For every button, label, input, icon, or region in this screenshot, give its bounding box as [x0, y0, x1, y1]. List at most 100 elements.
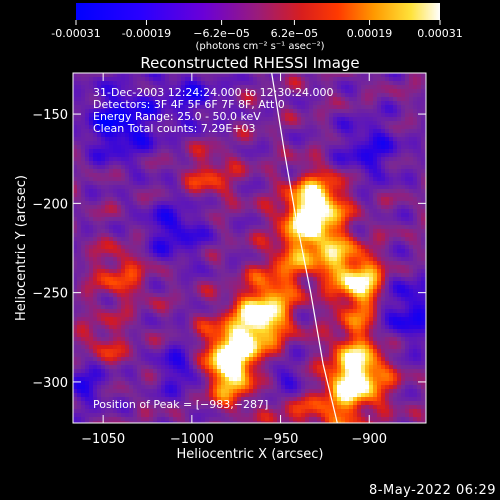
heatmap-cell-2957: [205, 285, 210, 290]
heatmap-cell-4401: [273, 77, 278, 82]
heatmap-cell-4102: [257, 289, 262, 294]
heatmap-cell-3208: [217, 233, 222, 238]
heatmap-cell-94: [77, 97, 82, 102]
heatmap-cell-2134: [169, 161, 174, 166]
heatmap-cell-2815: [197, 421, 202, 423]
heatmap-cell-351: [85, 421, 90, 423]
heatmap-cell-1974: [161, 225, 166, 230]
heatmap-cell-3032: [209, 233, 214, 238]
heatmap-cell-2793: [197, 333, 202, 338]
heatmap-cell-609: [97, 397, 102, 402]
heatmap-cell-2481: [185, 141, 190, 146]
heatmap-cell-2778: [197, 273, 202, 278]
heatmap-cell-611: [97, 405, 102, 410]
heatmap-cell-1929: [157, 397, 162, 402]
heatmap-cell-4567: [277, 389, 282, 394]
heatmap-cell-3892: [249, 153, 254, 158]
heatmap-cell-2644: [193, 89, 198, 94]
heatmap-cell-1632: [145, 265, 150, 270]
heatmap-cell-2215: [173, 133, 178, 138]
heatmap-cell-1023: [117, 293, 122, 298]
heatmap-cell-4578: [281, 81, 286, 86]
heatmap-cell-3696: [241, 73, 246, 78]
heatmap-cell-4714: [285, 273, 290, 278]
heatmap-cell-2550: [185, 417, 190, 422]
heatmap-cell-1525: [141, 189, 146, 194]
heatmap-cell-2518: [185, 289, 190, 294]
heatmap-cell-3162: [213, 401, 218, 406]
heatmap-cell-1432: [137, 169, 142, 174]
heatmap-cell-2729: [197, 77, 202, 82]
heatmap-cell-2916: [205, 121, 210, 126]
heatmap-cell-3564: [233, 249, 238, 254]
heatmap-cell-2799: [197, 357, 202, 362]
heatmap-cell-4315: [269, 85, 274, 90]
heatmap-cell-1895: [157, 261, 162, 266]
heatmap-cell-2383: [181, 101, 186, 106]
heatmap-cell-1362: [133, 241, 138, 246]
heatmap-cell-3272: [221, 137, 226, 142]
heatmap-cell-4356: [269, 249, 274, 254]
heatmap-cell-1239: [129, 101, 134, 106]
heatmap-cell-3981: [253, 157, 258, 162]
heatmap-cell-1973: [161, 221, 166, 226]
heatmap-cell-3740: [241, 249, 246, 254]
heatmap-cell-1754: [149, 401, 154, 406]
heatmap-cell-3173: [217, 93, 222, 98]
heatmap-cell-4839: [289, 421, 294, 423]
heatmap-cell-114: [77, 177, 82, 182]
heatmap-cell-3060: [209, 345, 214, 350]
heatmap-cell-4760: [289, 105, 294, 110]
heatmap-cell-1175: [125, 197, 130, 202]
heatmap-cell-3544: [233, 169, 238, 174]
heatmap-cell-501: [93, 317, 98, 322]
heatmap-cell-4301: [265, 381, 270, 386]
heatmap-cell-1249: [129, 141, 134, 146]
heatmap-cell-4733: [285, 349, 290, 354]
heatmap-cell-263: [81, 421, 86, 423]
heatmap-cell-4922: [293, 401, 298, 406]
heatmap-cell-2470: [185, 97, 190, 102]
heatmap-cell-195: [81, 149, 86, 154]
heatmap-cell-3565: [233, 253, 238, 258]
heatmap-cell-1229: [125, 413, 130, 418]
heatmap-cell-1528: [141, 201, 146, 206]
heatmap-cell-2161: [169, 269, 174, 274]
heatmap-cell-1618: [145, 209, 150, 214]
heatmap-cell-310: [85, 257, 90, 262]
heatmap-cell-3905: [249, 205, 254, 210]
heatmap-cell-4397: [269, 413, 274, 418]
heatmap-cell-3362: [225, 145, 230, 150]
heatmap-cell-1383: [133, 325, 138, 330]
heatmap-cell-568: [97, 233, 102, 238]
heatmap-cell-2685: [193, 253, 198, 258]
heatmap-cell-2504: [185, 233, 190, 238]
heatmap-cell-3002: [209, 113, 214, 118]
heatmap-cell-1370: [133, 273, 138, 278]
heatmap-cell-1867: [157, 149, 162, 154]
heatmap-cell-3603: [233, 405, 238, 410]
heatmap-cell-730: [105, 177, 110, 182]
heatmap-cell-631: [101, 133, 106, 138]
heatmap-cell-2568: [189, 137, 194, 142]
heatmap-cell-2749: [197, 157, 202, 162]
heatmap-cell-2664: [193, 169, 198, 174]
heatmap-cell-589: [97, 317, 102, 322]
heatmap-cell-534: [97, 97, 102, 102]
heatmap-cell-493: [93, 285, 98, 290]
heatmap-cell-853: [109, 317, 114, 322]
heatmap-cell-522: [93, 401, 98, 406]
heatmap-cell-2461: [181, 413, 186, 418]
heatmap-cell-2399: [181, 165, 186, 170]
heatmap-cell-1155: [125, 117, 130, 122]
heatmap-cell-1457: [137, 269, 142, 274]
heatmap-cell-321: [85, 301, 90, 306]
heatmap-cell-601: [97, 365, 102, 370]
heatmap-cell-821: [109, 189, 114, 194]
heatmap-cell-1003: [117, 213, 122, 218]
heatmap-cell-3904: [249, 201, 254, 206]
heatmap-cell-305: [85, 237, 90, 242]
heatmap-cell-3495: [229, 325, 234, 330]
heatmap-cell-3680: [237, 361, 242, 366]
heatmap-cell-360: [89, 105, 94, 110]
